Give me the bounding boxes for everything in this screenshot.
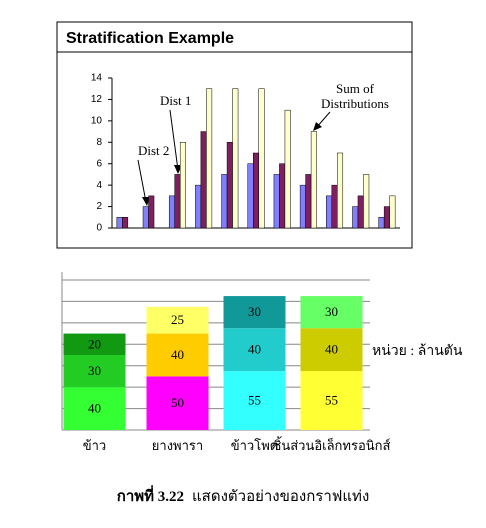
bar (284, 109, 291, 229)
bar (174, 174, 181, 229)
bar (389, 195, 396, 229)
bar (279, 163, 286, 229)
caption-text: แสดงตัวอย่างของกราฟแท่ง (192, 489, 369, 505)
bar-segment (146, 376, 209, 430)
bar (352, 206, 359, 229)
arrowhead (142, 197, 150, 206)
annotation: Dist 2 (138, 143, 169, 158)
bar (337, 152, 344, 229)
value-label: 25 (171, 312, 184, 327)
arrowhead (313, 122, 322, 131)
chart-title: Stratification Example (66, 30, 234, 47)
caption: กาพที่ 3.22 แสดงตัวอย่างของกราฟแท่ง (117, 485, 370, 505)
bar (232, 88, 239, 229)
annotation: หน่วย : ล้านตัน (372, 343, 463, 359)
bar (378, 217, 385, 229)
bar-segment (223, 296, 286, 329)
bar (357, 195, 364, 229)
bar (383, 206, 390, 229)
x-tick-label: ชิ้นส่วนอิเล็กทรอนิกส์ (273, 436, 391, 453)
bar (195, 184, 202, 229)
bar (253, 152, 259, 229)
value-label: 40 (325, 342, 338, 357)
bar (273, 174, 280, 229)
bar (299, 184, 306, 229)
bar (363, 174, 370, 229)
annotation: Distributions (321, 96, 389, 111)
bar (206, 88, 213, 229)
bar-segment (146, 306, 209, 334)
bar (200, 131, 207, 229)
y-tick-label: 14 (91, 73, 103, 84)
y-tick-label: 12 (91, 94, 103, 105)
bar-segment (63, 355, 126, 388)
y-tick-label: 6 (96, 158, 102, 169)
value-label: 55 (325, 393, 338, 408)
bar (305, 174, 312, 229)
caption-label: กาพที่ 3.22 (117, 485, 184, 505)
bar (116, 217, 123, 229)
y-tick-label: 0 (96, 223, 102, 234)
bar-segment (146, 333, 209, 377)
bar-segment (223, 371, 286, 430)
annotation: Dist 1 (160, 93, 191, 108)
x-tick-label: ข้าว (83, 438, 107, 453)
bar (221, 174, 228, 229)
bar (310, 131, 317, 229)
bar (179, 142, 186, 229)
y-tick-label: 4 (96, 180, 102, 191)
value-label: 30 (88, 363, 101, 378)
bar (168, 195, 175, 229)
x-tick-label: ยางพารา (152, 438, 203, 453)
value-label: 55 (248, 393, 261, 408)
bar (142, 206, 149, 229)
value-label: 40 (248, 342, 261, 357)
bar-segment (223, 328, 286, 372)
bar-segment (300, 371, 363, 430)
annotation: Sum of (336, 81, 375, 96)
y-tick-label: 2 (96, 201, 102, 212)
arrow (137, 159, 147, 203)
arrow (169, 109, 179, 171)
bar (148, 195, 155, 229)
y-tick-label: 10 (91, 115, 103, 126)
bar (226, 142, 233, 229)
value-label: 40 (171, 347, 184, 362)
bar (331, 184, 338, 229)
value-label: 20 (88, 336, 101, 351)
bar-segment (63, 387, 126, 430)
value-label: 30 (248, 304, 261, 319)
bar (326, 195, 333, 229)
value-label: 50 (171, 395, 184, 410)
bar-segment (300, 296, 363, 329)
bar-segment (300, 328, 363, 372)
y-tick-label: 8 (96, 137, 102, 148)
value-label: 40 (88, 401, 101, 416)
x-tick-label: ข้าวโพด (231, 438, 278, 453)
bar-segment (63, 333, 126, 355)
bar (247, 163, 254, 229)
value-label: 30 (325, 304, 338, 319)
bar (122, 217, 129, 229)
bar (258, 88, 265, 229)
